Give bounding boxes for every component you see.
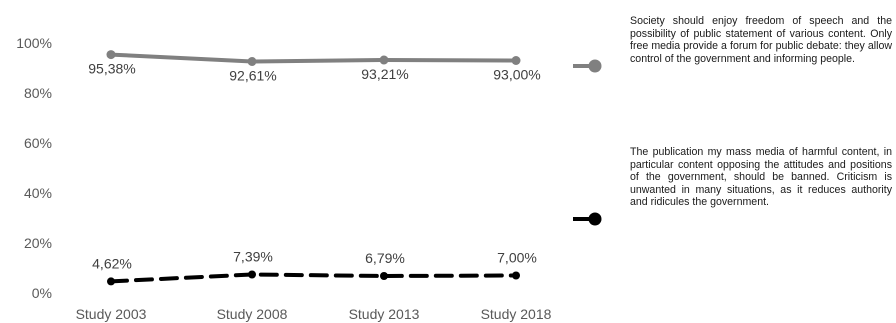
data-point <box>379 55 389 65</box>
data-label: 93,21% <box>361 66 408 82</box>
data-label: 6,79% <box>365 250 405 266</box>
series-line-freedom-of-speech <box>110 52 517 64</box>
data-label: 92,61% <box>229 68 276 84</box>
x-tick-label: Study 2008 <box>217 306 288 322</box>
x-tick-label: Study 2003 <box>76 306 147 322</box>
legend-entry-freedom-of-speech: Society should enjoy freedom of speech a… <box>630 15 892 65</box>
y-tick-label: 20% <box>24 235 52 251</box>
legend-entry-ban-harmful-content: The publication my mass media of harmful… <box>630 146 892 209</box>
series-layer <box>106 50 521 286</box>
data-label: 7,00% <box>497 250 537 266</box>
y-axis-ticks: 0% 20% 40% 60% 80% 100% <box>16 35 52 301</box>
data-point <box>512 271 520 280</box>
data-labels: 95,38% 92,61% 93,21% 93,00% 4,62% 7,39% 6,79% 7… <box>88 61 540 272</box>
data-point <box>511 56 521 65</box>
data-label: 7,39% <box>233 249 273 265</box>
y-tick-label: 100% <box>16 35 52 51</box>
y-tick-label: 0% <box>32 285 52 301</box>
y-tick-label: 80% <box>24 85 52 101</box>
data-point <box>380 272 388 280</box>
legend-marker <box>588 59 602 73</box>
legend-marker <box>588 212 602 226</box>
data-point <box>248 270 256 279</box>
data-point <box>107 277 115 286</box>
y-tick-label: 40% <box>24 185 52 201</box>
legend-markers <box>573 59 602 226</box>
x-tick-label: Study 2013 <box>349 306 420 322</box>
data-point <box>106 50 116 60</box>
series-line-ban-harmful-content <box>109 272 518 284</box>
y-tick-label: 60% <box>24 135 52 151</box>
data-label: 95,38% <box>88 61 135 77</box>
data-point <box>247 57 257 66</box>
x-tick-label: Study 2018 <box>481 306 552 322</box>
data-label: 4,62% <box>92 255 132 271</box>
data-label: 93,00% <box>493 67 540 83</box>
x-axis-ticks: Study 2003 Study 2008 Study 2013 Study 2018 <box>76 306 552 322</box>
